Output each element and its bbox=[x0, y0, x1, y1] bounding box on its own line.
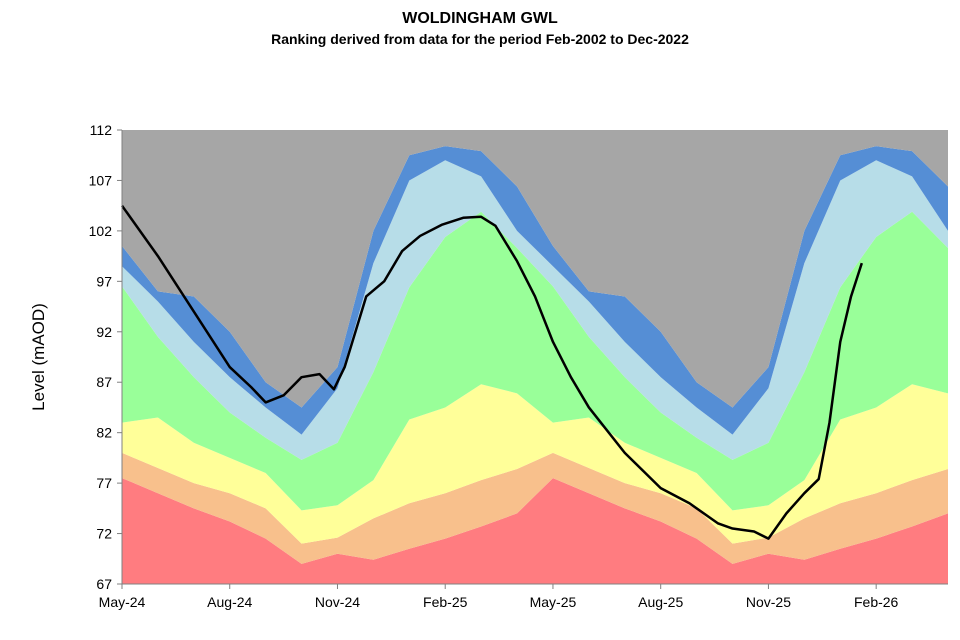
y-tick-label: 92 bbox=[96, 324, 112, 340]
y-tick-label: 112 bbox=[90, 122, 113, 138]
x-tick-label: Nov-25 bbox=[746, 594, 791, 610]
y-tick-label: 102 bbox=[89, 223, 113, 239]
x-tick-label: Nov-24 bbox=[315, 594, 360, 610]
y-axis-label: Level (mAOD) bbox=[29, 303, 48, 411]
y-tick-label: 77 bbox=[96, 475, 112, 491]
x-tick-label: May-24 bbox=[99, 594, 146, 610]
x-tick-label: Feb-26 bbox=[854, 594, 899, 610]
x-tick-label: Aug-24 bbox=[207, 594, 252, 610]
band-red bbox=[122, 478, 948, 584]
series-line-gwl bbox=[120, 204, 863, 540]
chart-title: WOLDINGHAM GWL bbox=[402, 10, 558, 27]
band-yellow bbox=[122, 384, 948, 544]
y-tick-label: 107 bbox=[89, 172, 113, 188]
band-green bbox=[122, 211, 948, 511]
band-gray bbox=[122, 130, 948, 408]
x-tick-label: Feb-25 bbox=[423, 594, 468, 610]
band-orange bbox=[122, 452, 948, 564]
y-tick-label: 67 bbox=[96, 576, 112, 592]
y-tick-label: 87 bbox=[96, 374, 112, 390]
x-tick-label: May-25 bbox=[530, 594, 577, 610]
y-tick-label: 82 bbox=[96, 425, 112, 441]
band-light-blue bbox=[122, 160, 948, 460]
x-tick-label: Aug-25 bbox=[638, 594, 683, 610]
y-tick-label: 97 bbox=[96, 273, 112, 289]
y-tick-label: 72 bbox=[96, 526, 112, 542]
chart-subtitle: Ranking derived from data for the period… bbox=[271, 31, 689, 47]
